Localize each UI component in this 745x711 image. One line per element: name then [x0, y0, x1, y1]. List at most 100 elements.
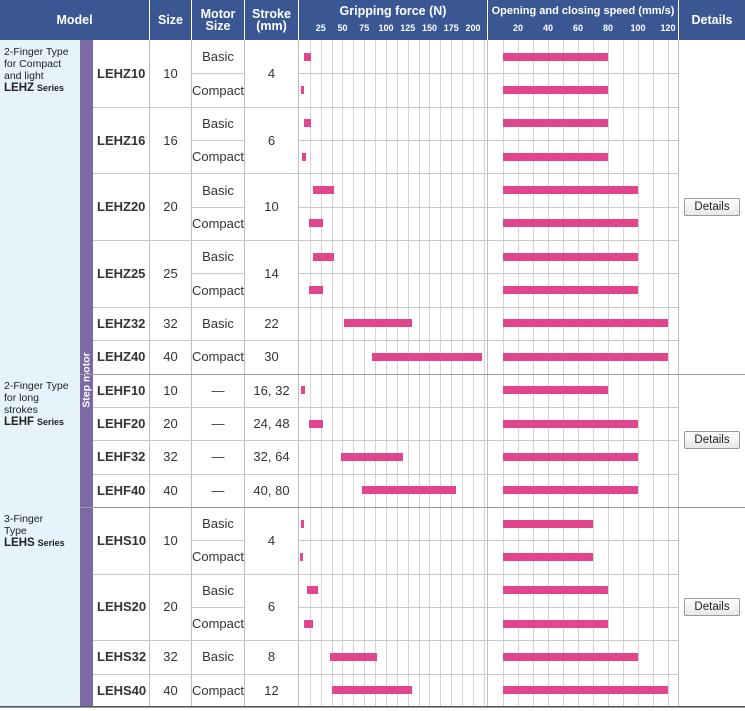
motor-size-value: Basic: [202, 249, 234, 265]
size-value: 20: [163, 199, 178, 215]
series-title: 2-Finger Type for long strokes LEHF Series: [4, 380, 69, 428]
details-button[interactable]: Details: [684, 431, 740, 450]
motor-size-value: Basic: [202, 182, 234, 198]
motor-size-value: Compact: [191, 349, 245, 365]
speed-bar: [503, 219, 638, 228]
model-name: LEHZ20: [97, 199, 146, 215]
stroke-value: 8: [267, 649, 276, 665]
series-code: LEHF: [4, 415, 35, 428]
speed-bar: [503, 319, 668, 328]
series-name: LEHS Series: [4, 537, 65, 549]
stroke-value: 32, 64: [253, 449, 290, 465]
stroke-value: 10: [264, 199, 279, 215]
model-divider: [93, 173, 678, 175]
model-divider: [93, 340, 678, 342]
gripping-force-bar: [306, 586, 319, 595]
header-divider: [298, 0, 299, 40]
speed-bar: [503, 286, 638, 295]
motor-size-value: —: [211, 382, 225, 398]
stroke-value: 6: [267, 599, 276, 615]
speed-bar: [503, 386, 608, 395]
step-motor-label: Step motor: [80, 352, 93, 408]
details-button[interactable]: Details: [684, 597, 740, 616]
header-speed: Opening and closing speed (mm/s): [491, 5, 675, 17]
header-divider: [244, 0, 245, 40]
size-value: 16: [163, 132, 178, 148]
size-value: 25: [163, 265, 178, 281]
gripping-force-bar: [312, 186, 334, 195]
header-details: Details: [691, 13, 733, 27]
motor-size-value: Compact: [191, 82, 245, 98]
row-divider: [192, 606, 245, 608]
force-tick-label: 50: [337, 23, 348, 33]
gripping-force-bar: [312, 252, 334, 261]
speed-bar: [503, 452, 638, 461]
row-divider: [192, 73, 245, 75]
header-model: Model: [56, 13, 93, 27]
motor-size-value: Basic: [202, 115, 234, 131]
force-tick-label: 25: [315, 23, 326, 33]
gripping-force-bar: [361, 486, 456, 495]
motor-size-value: Compact: [191, 549, 245, 565]
model-name: LEHZ10: [97, 65, 146, 81]
size-value: 40: [163, 349, 178, 365]
gripping-force-bar: [300, 86, 305, 95]
motor-size-value: —: [211, 416, 225, 432]
series-title-line: 3-Finger: [4, 512, 44, 525]
speed-tick-label: 60: [572, 23, 584, 33]
row-divider: [299, 206, 678, 208]
model-name: LEHS10: [97, 532, 147, 548]
motor-size-value: Basic: [202, 315, 234, 331]
gripping-force-bar: [304, 52, 312, 61]
header-size: Size: [157, 13, 183, 27]
header-divider: [487, 0, 488, 40]
size-value: 40: [163, 482, 178, 498]
speed-tick-label: 120: [660, 23, 676, 33]
gripping-force-bar: [308, 286, 324, 295]
series-name: LEHZ Series: [4, 82, 69, 94]
gripping-force-bar: [299, 552, 303, 561]
model-name: LEHS32: [97, 649, 147, 665]
stroke-value: 14: [264, 265, 279, 281]
model-name: LEHF40: [97, 482, 146, 498]
speed-bar: [503, 486, 638, 495]
speed-bar: [503, 586, 608, 595]
gripping-force-bar: [304, 619, 313, 628]
series-divider: [0, 506, 745, 508]
series-panel: [0, 506, 80, 707]
motor-size-value: —: [211, 482, 225, 498]
force-tick-label: 150: [421, 23, 437, 33]
speed-bar: [503, 152, 608, 161]
size-value: 10: [163, 382, 178, 398]
row-divider: [192, 540, 245, 542]
series-code: LEHS: [4, 536, 35, 549]
gripping-force-bar: [301, 152, 306, 161]
speed-bar: [503, 652, 638, 661]
gripping-force-bar: [308, 419, 324, 428]
series-title-line: for long: [4, 391, 40, 404]
header-divider: [191, 0, 192, 40]
gripping-force-bar: [300, 386, 306, 395]
series-panel: [0, 373, 80, 507]
model-divider: [93, 640, 678, 642]
details-button[interactable]: Details: [684, 197, 740, 216]
stroke-value: 24, 48: [253, 416, 290, 432]
model-divider: [93, 440, 678, 442]
motor-size-value: Basic: [202, 49, 234, 65]
stroke-value: 4: [267, 65, 276, 81]
speed-tick-label: 20: [512, 23, 524, 33]
gripping-force-bar: [300, 519, 304, 528]
motor-size-value: Compact: [191, 282, 245, 298]
gripping-force-bar: [308, 219, 324, 228]
speed-bar: [503, 186, 638, 195]
speed-tick-label: 100: [630, 23, 646, 33]
table-header: Model Size Motor Size Stroke (mm) Grippi…: [0, 0, 745, 40]
speed-tick-label: 40: [542, 23, 554, 33]
series-title-line: 2-Finger Type: [4, 379, 69, 392]
header-motor-size: Motor Size: [200, 7, 236, 33]
stroke-value: 30: [264, 349, 279, 365]
motor-size-value: Compact: [191, 682, 245, 698]
model-divider: [93, 406, 678, 408]
speed-bar: [503, 519, 593, 528]
speed-tick-label: 80: [602, 23, 614, 33]
